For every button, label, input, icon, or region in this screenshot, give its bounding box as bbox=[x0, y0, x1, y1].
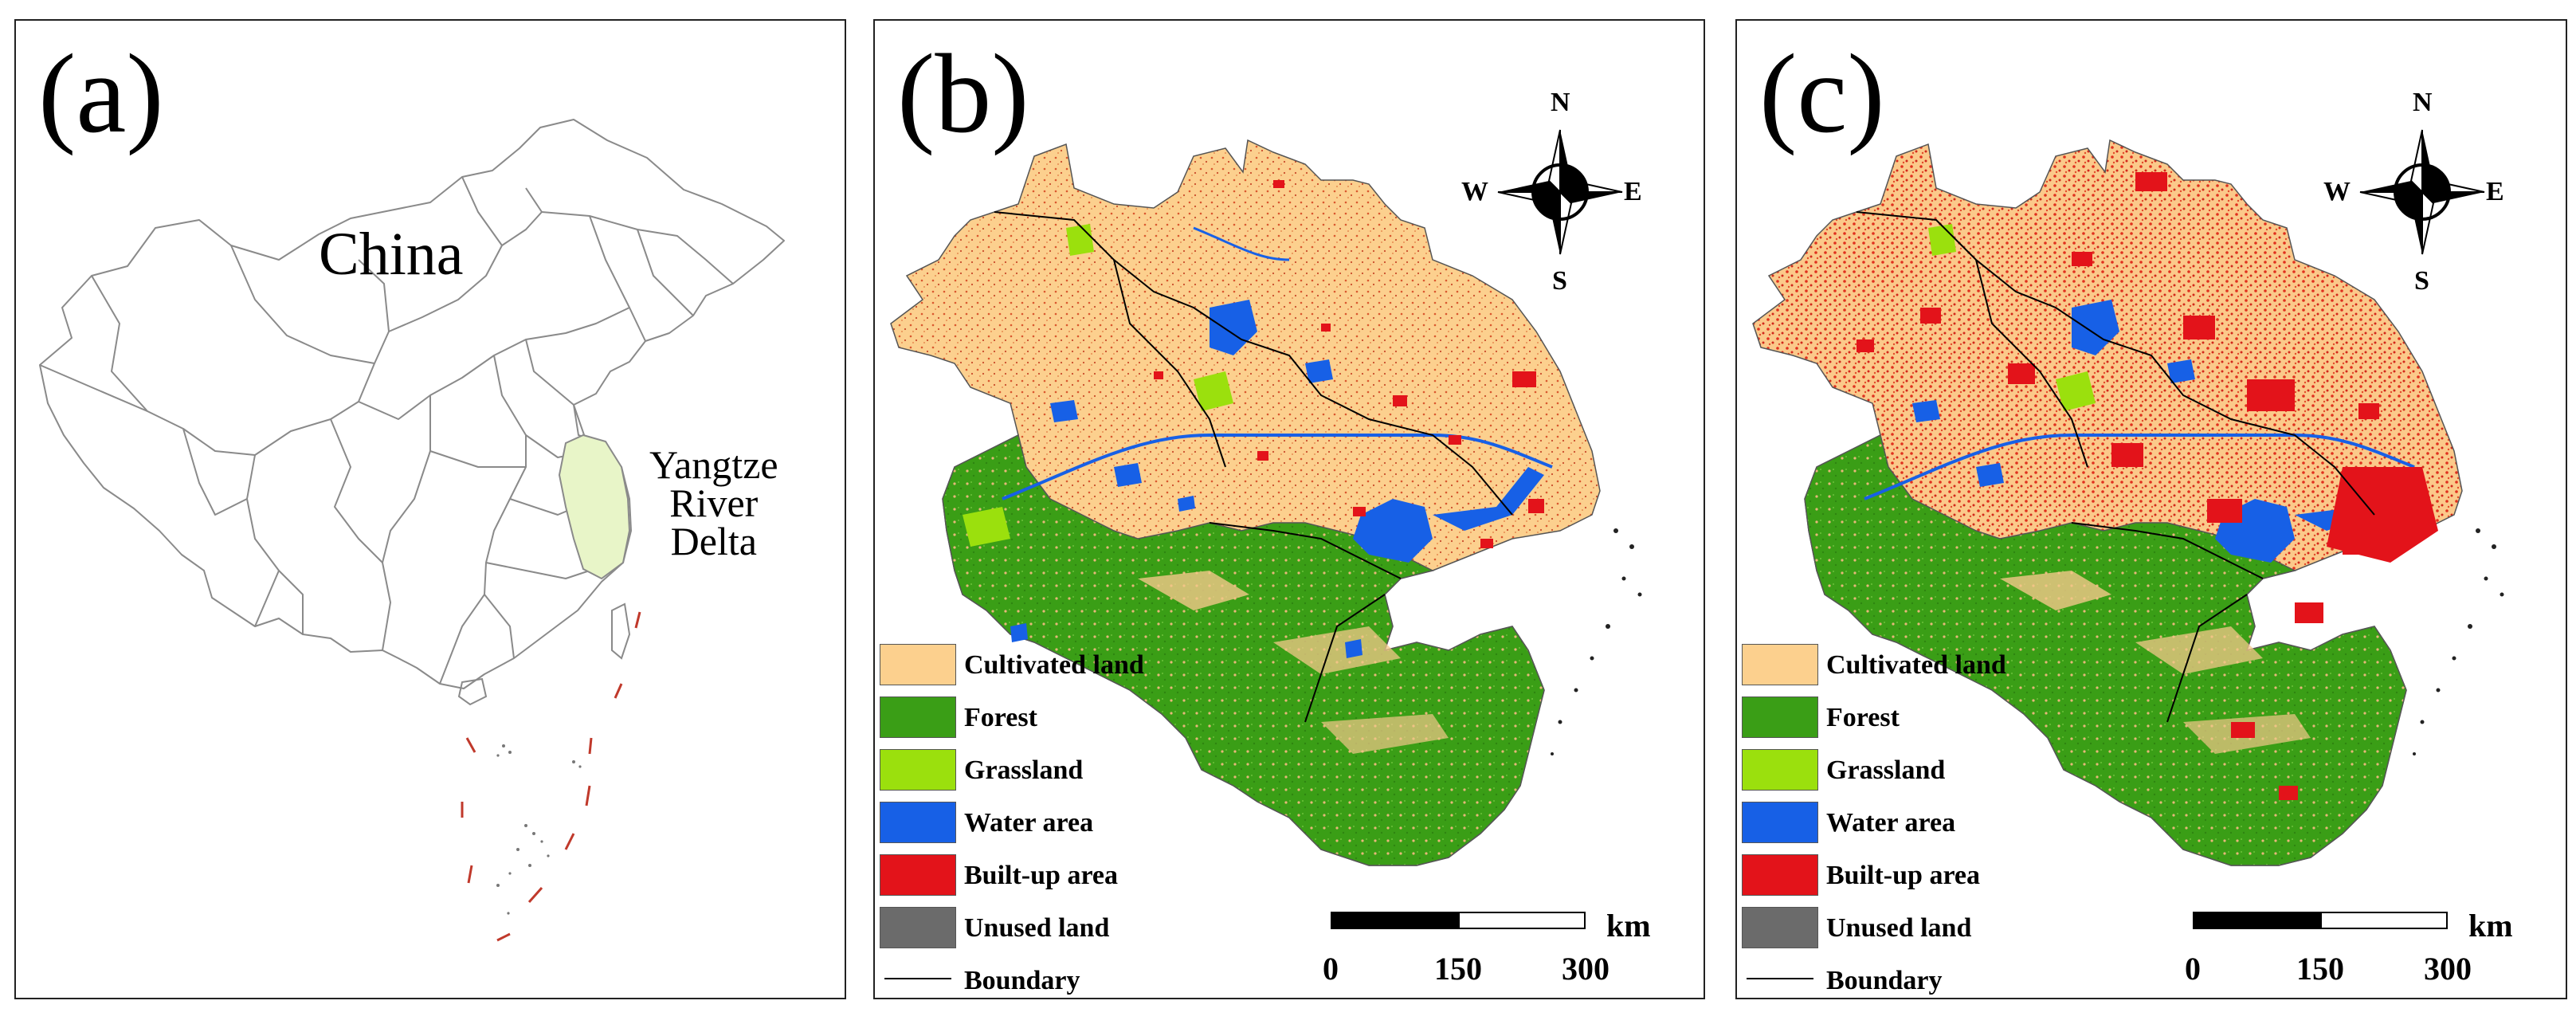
swatch-built-up bbox=[880, 854, 956, 896]
scale-tick-0: 0 bbox=[2185, 951, 2201, 987]
swatch-grassland bbox=[880, 749, 956, 791]
legend-item-forest: Forest bbox=[880, 697, 1198, 741]
legend-item-built-up: Built-up area bbox=[880, 854, 1198, 899]
legend-label: Forest bbox=[964, 703, 1037, 732]
legend-label: Grassland bbox=[964, 755, 1084, 785]
legend-label: Built-up area bbox=[1826, 861, 1981, 890]
compass-rose-icon bbox=[1497, 129, 1623, 255]
swatch-cultivated bbox=[880, 644, 956, 685]
compass-w: W bbox=[2323, 177, 2351, 206]
scale-bar-white bbox=[2320, 912, 2448, 929]
compass-b: N S W E bbox=[1461, 88, 1642, 296]
legend-label: Built-up area bbox=[964, 861, 1119, 890]
legend-label: Boundary bbox=[1826, 966, 1943, 995]
compass-n: N bbox=[2413, 88, 2433, 117]
compass-rose-icon bbox=[2359, 129, 2485, 255]
legend-label: Unused land bbox=[1826, 913, 1972, 943]
scale-tick-150: 150 bbox=[2296, 951, 2344, 987]
land-use-map-c bbox=[1752, 139, 2504, 866]
yrd-label: Yangtze River Delta bbox=[649, 442, 778, 563]
swatch-unused bbox=[1742, 907, 1818, 948]
compass-w: W bbox=[1461, 177, 1488, 206]
scale-bar-white bbox=[1458, 912, 1586, 929]
swatch-unused bbox=[880, 907, 956, 948]
legend-item-unused: Unused land bbox=[880, 907, 1198, 952]
compass-e: E bbox=[1624, 177, 1642, 206]
legend-item-built-up: Built-up area bbox=[1742, 854, 2060, 899]
legend-item-unused: Unused land bbox=[1742, 907, 2060, 952]
land-use-map-b bbox=[890, 139, 1642, 866]
swatch-forest bbox=[880, 697, 956, 738]
scale-bar-b: 0 150 300 km bbox=[1323, 908, 1673, 991]
legend-item-water: Water area bbox=[1742, 802, 2060, 846]
boundary-line-sample bbox=[884, 978, 951, 979]
panel-label-a: (a) bbox=[38, 30, 164, 156]
legend-item-cultivated: Cultivated land bbox=[880, 644, 1198, 689]
panel-c: (c) bbox=[1735, 19, 2567, 999]
swatch-cultivated bbox=[1742, 644, 1818, 685]
compass-c: N S W E bbox=[2323, 88, 2504, 296]
compass-e: E bbox=[2486, 177, 2504, 206]
legend-label: Cultivated land bbox=[964, 650, 1144, 680]
scale-bar-black bbox=[2193, 912, 2320, 929]
compass-s: S bbox=[2414, 266, 2429, 296]
panel-b: (b) bbox=[873, 19, 1705, 999]
legend-label: Water area bbox=[964, 808, 1094, 838]
compass-s: S bbox=[1552, 266, 1567, 296]
swatch-water bbox=[880, 802, 956, 843]
scale-unit: km bbox=[2468, 908, 2513, 944]
panel-label-b: (b) bbox=[897, 30, 1029, 156]
panel-label-c: (c) bbox=[1759, 30, 1885, 156]
legend-item-water: Water area bbox=[880, 802, 1198, 846]
scale-unit: km bbox=[1606, 908, 1651, 944]
compass-n: N bbox=[1551, 88, 1570, 117]
scale-tick-0: 0 bbox=[1323, 951, 1339, 987]
swatch-water bbox=[1742, 802, 1818, 843]
china-map bbox=[39, 119, 785, 942]
legend-item-cultivated: Cultivated land bbox=[1742, 644, 2060, 689]
legend-item-forest: Forest bbox=[1742, 697, 2060, 741]
swatch-built-up bbox=[1742, 854, 1818, 896]
panel-a: (a) bbox=[14, 19, 846, 999]
scale-tick-150: 150 bbox=[1434, 951, 1482, 987]
swatch-forest bbox=[1742, 697, 1818, 738]
legend-item-grassland: Grassland bbox=[1742, 749, 2060, 794]
nine-dash-line bbox=[461, 611, 641, 942]
legend-item-grassland: Grassland bbox=[880, 749, 1198, 794]
legend-label: Unused land bbox=[964, 913, 1110, 943]
boundary-line-sample bbox=[1747, 978, 1813, 979]
scale-bar-c: 0 150 300 km bbox=[2185, 908, 2535, 991]
china-label: China bbox=[319, 221, 464, 288]
yrd-label-line2: River bbox=[669, 481, 759, 525]
legend-label: Grassland bbox=[1826, 755, 1946, 785]
yrd-highlight bbox=[558, 434, 631, 580]
legend-label: Water area bbox=[1826, 808, 1956, 838]
yrd-label-line1: Yangtze bbox=[649, 442, 778, 487]
scale-bar-black bbox=[1331, 912, 1458, 929]
scale-tick-300: 300 bbox=[2424, 951, 2472, 987]
yrd-label-line3: Delta bbox=[670, 519, 757, 563]
legend-label: Forest bbox=[1826, 703, 1900, 732]
legend-label: Boundary bbox=[964, 966, 1080, 995]
legend-item-boundary: Boundary bbox=[880, 959, 1198, 998]
legend-label: Cultivated land bbox=[1826, 650, 2006, 680]
scale-tick-300: 300 bbox=[1562, 951, 1610, 987]
swatch-grassland bbox=[1742, 749, 1818, 791]
legend-item-boundary: Boundary bbox=[1742, 959, 2060, 998]
